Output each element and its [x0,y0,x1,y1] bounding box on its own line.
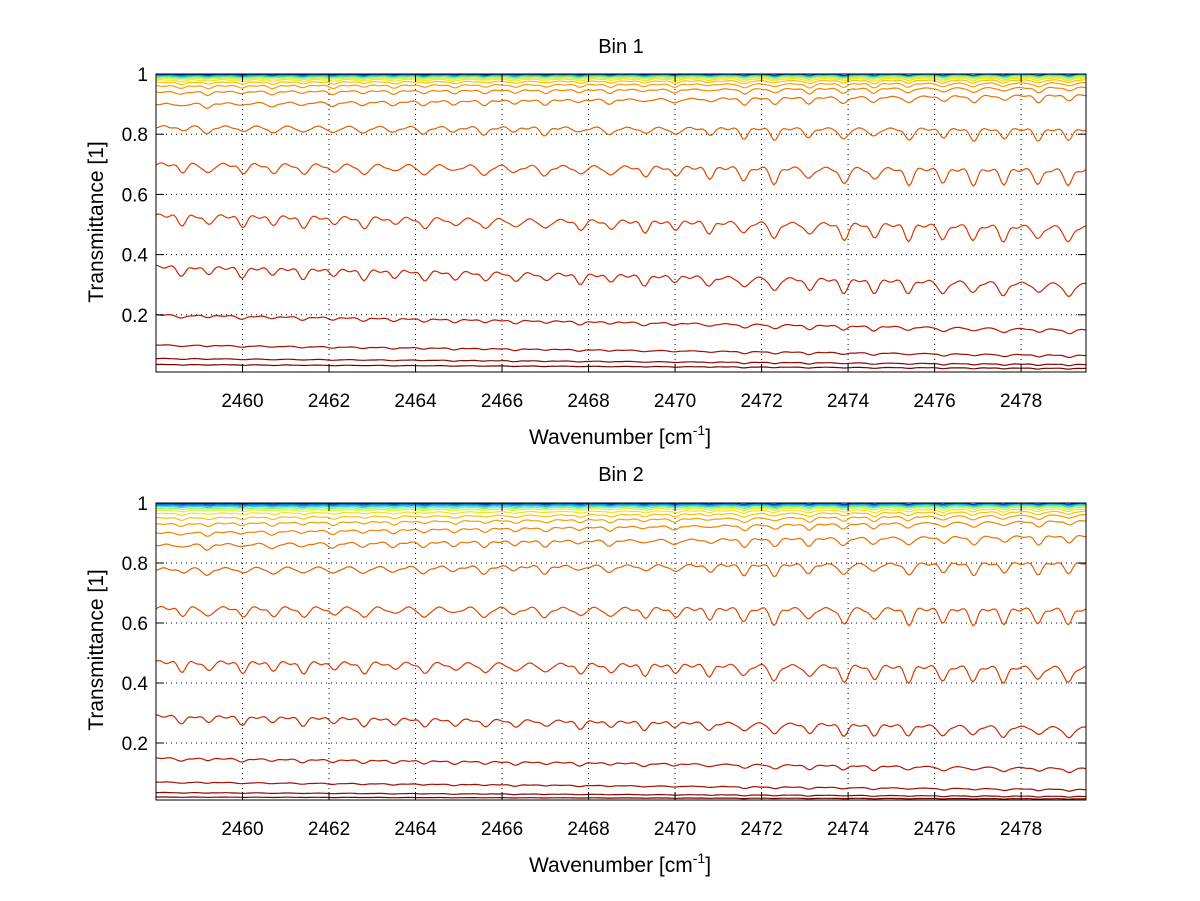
x-tick-label: 2462 [308,819,350,840]
series-line [156,79,1086,86]
y-tick-label: 0.8 [122,125,148,146]
chart-panel-bin-1: Bin 1 Wavenumber [cm-1] Transmittance [1… [85,36,1087,449]
series-line [156,508,1086,517]
series-line [156,162,1086,188]
y-axis-label: Transmittance [1] [85,141,108,302]
series-line [156,561,1086,578]
x-tick-label: 2470 [654,391,696,412]
y-tick-label: 0.8 [122,554,148,575]
chart-title: Bin 1 [598,36,644,58]
x-tick-label: 2468 [567,819,609,840]
chart-title: Bin 2 [598,464,644,486]
series-line [156,781,1086,792]
series-line [156,76,1086,81]
series-group [156,502,1086,800]
x-tick-label: 2466 [481,391,523,412]
x-tick-label: 2476 [913,819,955,840]
axes-box [155,502,1087,801]
series-line [156,125,1086,142]
series-line [156,74,1086,79]
x-axis-label-text: Wavenumber [cm [529,426,693,449]
x-tick-label: 2474 [827,391,870,412]
y-tick-label: 1 [137,494,148,515]
x-tick-label: 2460 [221,391,263,412]
series-line [156,313,1086,335]
y-tick-label: 0.4 [122,674,149,695]
series-line [156,791,1086,798]
x-axis-label-superscript: -1 [693,850,706,866]
x-tick-label: 2472 [740,391,782,412]
x-axis-label-close: ] [705,426,711,449]
x-axis-label-close: ] [705,854,711,877]
y-axis-label: Transmittance [1] [85,569,108,730]
series-line [156,506,1086,513]
series-line [156,75,1086,79]
series-line [156,344,1086,359]
series-line [156,534,1086,551]
y-tick-label: 0.6 [122,185,148,206]
series-line [156,81,1086,90]
axes-box [155,73,1087,373]
series-line [156,77,1086,83]
series-line [156,504,1086,509]
series-line [156,510,1086,521]
y-tick-label: 0.2 [122,734,148,755]
y-tick-label: 1 [137,65,148,86]
series-line [156,86,1086,97]
series-line [156,659,1086,685]
x-tick-label: 2476 [913,391,955,412]
series-line [156,605,1086,627]
x-axis-label: Wavenumber [cm-1] [529,850,711,877]
x-tick-label: 2464 [394,819,437,840]
series-line [156,213,1086,243]
series-line [156,94,1086,110]
x-axis-label-superscript: -1 [693,422,706,438]
x-tick-label: 2472 [740,819,782,840]
series-line [156,503,1086,507]
x-tick-label: 2470 [654,819,696,840]
y-tick-label: 0.4 [122,246,149,267]
series-line [156,363,1086,370]
chart-panel-bin-2: Bin 2 Wavenumber [cm-1] Transmittance [1… [85,464,1087,877]
series-line [156,519,1086,537]
y-tick-label: 0.2 [122,306,148,327]
series-line [156,505,1086,510]
x-tick-label: 2462 [308,391,350,412]
x-tick-label: 2478 [1000,391,1042,412]
series-line [156,503,1086,507]
x-tick-label: 2468 [567,391,609,412]
series-line [156,796,1086,800]
x-tick-label: 2478 [1000,819,1042,840]
series-line [156,714,1086,739]
series-line [156,264,1086,298]
x-axis-label: Wavenumber [cm-1] [529,422,711,449]
x-tick-label: 2474 [827,819,870,840]
x-tick-label: 2466 [481,819,523,840]
x-tick-label: 2460 [221,819,263,840]
y-tick-label: 0.6 [122,614,148,635]
series-line [156,513,1086,528]
series-group [156,73,1086,370]
x-axis-label-text: Wavenumber [cm [529,854,693,877]
x-tick-label: 2464 [394,391,437,412]
series-line [156,357,1086,367]
series-line [156,757,1086,774]
